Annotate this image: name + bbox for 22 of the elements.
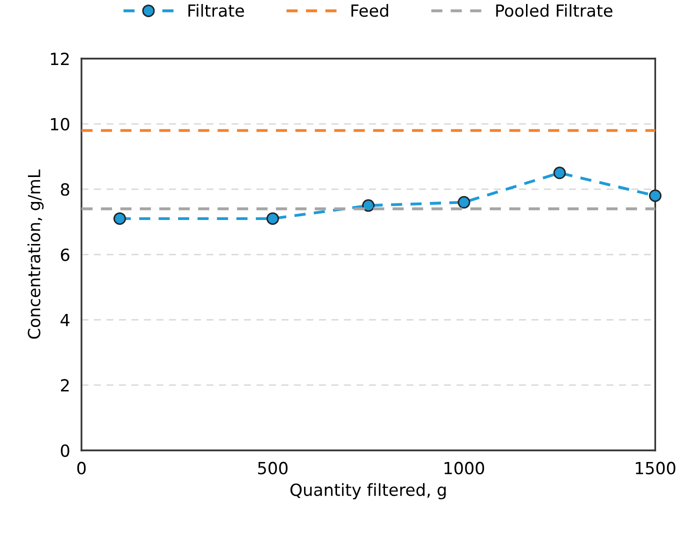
y-tick-label: 4	[60, 314, 70, 326]
point	[553, 166, 566, 180]
y-tick-label: 10	[50, 118, 70, 130]
x-axis-title: Quantity filtered, g	[290, 483, 446, 500]
y-tick-label: 2	[60, 379, 69, 392]
y-tick-label: 8	[60, 183, 70, 196]
point	[266, 212, 279, 225]
point	[458, 196, 470, 209]
point	[113, 212, 126, 225]
x-tick-label: 1500	[636, 462, 676, 474]
y-tick-label: 12	[50, 52, 69, 65]
y-tick-label: 6	[60, 248, 70, 262]
x-tick-label: 1000	[444, 462, 484, 474]
legend-label: Filtrate	[188, 4, 244, 17]
legend-label: Pooled Filtrate	[496, 4, 612, 17]
y-tick-label: 0	[60, 444, 70, 457]
point	[362, 199, 375, 212]
point	[648, 189, 662, 202]
x-tick-label: 0	[77, 462, 86, 474]
legend-label: Feed	[351, 4, 388, 17]
y-axis-title: Concentration, g/mL	[27, 169, 44, 339]
x-tick-label: 500	[258, 462, 288, 474]
